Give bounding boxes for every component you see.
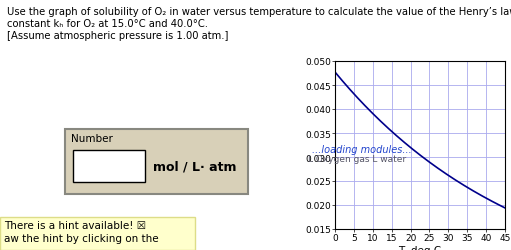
Text: There is a hint available! ☒: There is a hint available! ☒ xyxy=(4,220,146,230)
X-axis label: T, deg C: T, deg C xyxy=(399,245,442,250)
Text: constant kₕ for O₂ at 15.0°C and 40.0°C.: constant kₕ for O₂ at 15.0°C and 40.0°C. xyxy=(7,19,208,29)
FancyBboxPatch shape xyxy=(73,150,145,182)
FancyBboxPatch shape xyxy=(0,217,195,250)
FancyBboxPatch shape xyxy=(65,130,248,194)
Text: aw the hint by clicking on the: aw the hint by clicking on the xyxy=(4,233,158,243)
Text: mol / L· atm: mol / L· atm xyxy=(153,160,237,173)
Text: [Assume atmospheric pressure is 1.00 atm.]: [Assume atmospheric pressure is 1.00 atm… xyxy=(7,31,228,41)
Text: L Oxygen gas L water: L Oxygen gas L water xyxy=(308,154,406,163)
Text: Number: Number xyxy=(71,134,113,143)
Text: ...loading modules...: ...loading modules... xyxy=(312,144,412,154)
Text: Use the graph of solubility of O₂ in water versus temperature to calculate the v: Use the graph of solubility of O₂ in wat… xyxy=(7,7,511,17)
